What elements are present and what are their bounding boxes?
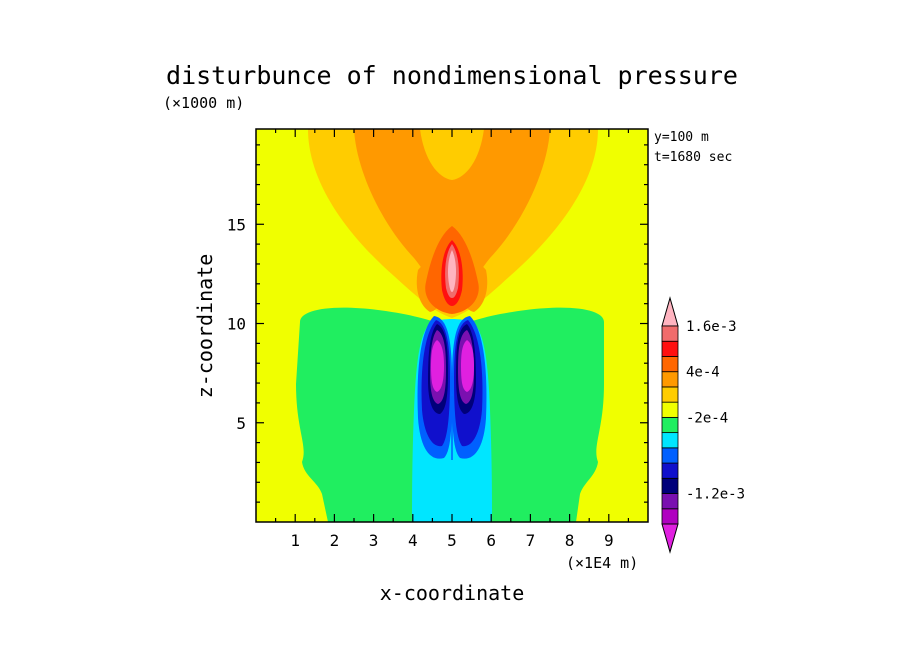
colorbar-segment: [661, 371, 679, 388]
colorbar-label: -1.2e-3: [686, 487, 745, 503]
contour-magenta-left: [431, 340, 444, 392]
y-tick-label: 10: [227, 315, 246, 334]
colorbar-segment: [661, 340, 679, 357]
y-tick-label: 15: [227, 215, 246, 234]
colorbar-segment: [661, 477, 679, 494]
x-tick-label: 5: [447, 531, 457, 550]
colorbar-lower-extension: [661, 523, 679, 554]
colorbar-segment: [661, 432, 679, 449]
colorbar-upper-extension: [661, 296, 679, 327]
colorbar-segment: [661, 508, 679, 525]
colorbar-label: -2e-4: [686, 410, 728, 426]
y-axis-label: z-coordinate: [193, 254, 217, 399]
x-tick-label: 1: [290, 531, 300, 550]
x-tick-label: 8: [565, 531, 575, 550]
x-axis-ticks: 1 2 3 4 5 6 7 8 9: [275, 129, 630, 550]
colorbar-segment: [661, 416, 679, 434]
y-tick-label: 5: [236, 414, 246, 433]
x-unit-label: (×1E4 m): [566, 554, 638, 572]
contour-magenta-right: [461, 340, 474, 392]
colorbar-segment: [661, 462, 679, 479]
x-tick-label: 2: [330, 531, 340, 550]
y-unit-label: (×1000 m): [163, 94, 244, 112]
colorbar-segment: [661, 493, 679, 510]
contour-field: [256, 129, 648, 522]
colorbar-label: 1.6e-3: [686, 319, 737, 335]
colorbar-segment: [661, 447, 679, 464]
contour-core-lightpink: [448, 250, 456, 292]
colorbar-segment: [661, 356, 679, 373]
colorbar: 1.6e-3 4e-4 -2e-4 -1.2e-3: [661, 296, 745, 554]
contour-top-notch: [420, 129, 484, 180]
x-tick-label: 7: [526, 531, 536, 550]
contour-upper-orange: [330, 129, 550, 312]
x-tick-label: 6: [486, 531, 496, 550]
colorbar-segment: [661, 325, 679, 342]
x-tick-label: 4: [408, 531, 418, 550]
colorbar-segment: [661, 401, 679, 418]
annotation-t: t=1680 sec: [654, 150, 732, 165]
y-axis-ticks: 5 10 15: [227, 144, 648, 503]
colorbar-label: 4e-4: [686, 365, 720, 381]
colorbar-segment: [661, 386, 679, 403]
x-tick-label: 3: [369, 531, 379, 550]
x-tick-label: 9: [604, 531, 614, 550]
x-axis-label: x-coordinate: [380, 581, 525, 605]
annotation-y: y=100 m: [654, 130, 709, 145]
chart-title: disturbunce of nondimensional pressure: [166, 61, 738, 90]
